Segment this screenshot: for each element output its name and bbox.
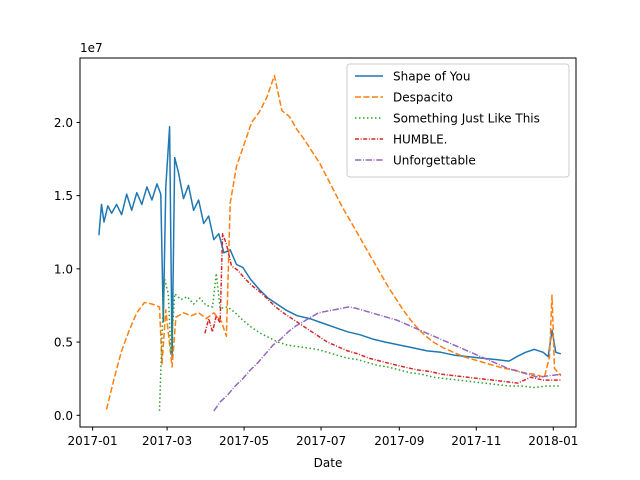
plot-lines [98,74,562,412]
x-tick-label: 2017-07 [296,434,346,448]
legend-label-humble: HUMBLE. [393,133,447,147]
x-axis-label: Date [314,456,343,470]
x-axis: 2017-01 2017-03 2017-05 2017-07 2017-09 2017-… [68,427,578,448]
x-tick-label: 2017-09 [374,434,424,448]
series-line-something-just-like-this [158,272,561,411]
series-line-shape-of-you [98,126,562,362]
legend-label-something-just-like-this: Something Just Like This [393,112,540,126]
legend-label-shape-of-you: Shape of You [393,70,470,84]
x-tick-label: 2017-05 [219,434,269,448]
x-tick-label: 2018-01 [528,434,578,448]
legend: Shape of You Despacito Something Just Like… [346,63,570,178]
y-tick-label: 1.0 [54,262,73,276]
legend-label-despacito: Despacito [393,91,453,105]
series-line-humble [204,232,561,384]
y-tick-label: 0.0 [54,409,73,423]
series-line-despacito [105,74,562,410]
y-axis-offset-label: 1e7 [80,41,103,55]
legend-label-unforgettable: Unforgettable [393,154,476,168]
legend-box [346,63,570,178]
x-tick-label: 2017-03 [142,434,192,448]
y-axis: 0.0 0.5 1.0 1.5 2.0 [54,116,80,423]
x-tick-label: 2017-11 [451,434,501,448]
plot-frame [79,57,577,428]
y-tick-label: 2.0 [54,116,73,130]
series-line-unforgettable [213,306,561,412]
y-tick-label: 0.5 [54,336,73,350]
y-tick-label: 1.5 [54,189,73,203]
x-tick-label: 2017-01 [68,434,118,448]
